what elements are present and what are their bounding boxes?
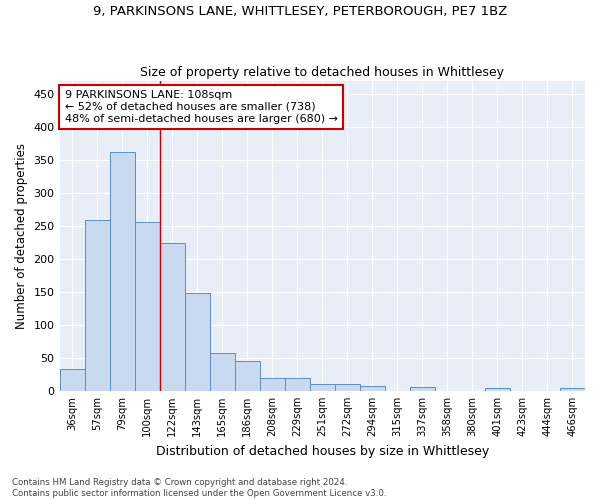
Bar	[110, 152, 134, 391]
Bar	[410, 387, 435, 391]
Bar	[209, 354, 235, 391]
Text: 9 PARKINSONS LANE: 108sqm
← 52% of detached houses are smaller (738)
48% of semi: 9 PARKINSONS LANE: 108sqm ← 52% of detac…	[65, 90, 338, 124]
Text: Contains HM Land Registry data © Crown copyright and database right 2024.
Contai: Contains HM Land Registry data © Crown c…	[12, 478, 386, 498]
Bar	[260, 378, 285, 391]
Bar	[160, 242, 185, 391]
Bar	[310, 384, 335, 391]
Bar	[185, 294, 209, 391]
Bar	[285, 378, 310, 391]
Bar	[560, 388, 585, 391]
Title: Size of property relative to detached houses in Whittlesey: Size of property relative to detached ho…	[140, 66, 504, 78]
Bar	[134, 222, 160, 391]
Text: 9, PARKINSONS LANE, WHITTLESEY, PETERBOROUGH, PE7 1BZ: 9, PARKINSONS LANE, WHITTLESEY, PETERBOR…	[93, 5, 507, 18]
Bar	[335, 384, 360, 391]
X-axis label: Distribution of detached houses by size in Whittlesey: Distribution of detached houses by size …	[155, 444, 489, 458]
Y-axis label: Number of detached properties: Number of detached properties	[15, 143, 28, 329]
Bar	[59, 369, 85, 391]
Bar	[485, 388, 510, 391]
Bar	[360, 386, 385, 391]
Bar	[85, 220, 110, 391]
Bar	[235, 362, 260, 391]
